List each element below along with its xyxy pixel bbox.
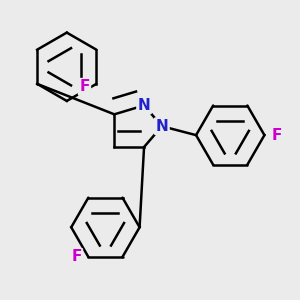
Text: F: F [71, 249, 82, 264]
Text: N: N [155, 119, 168, 134]
Text: F: F [271, 128, 281, 142]
Text: N: N [138, 98, 150, 113]
Text: F: F [79, 79, 90, 94]
